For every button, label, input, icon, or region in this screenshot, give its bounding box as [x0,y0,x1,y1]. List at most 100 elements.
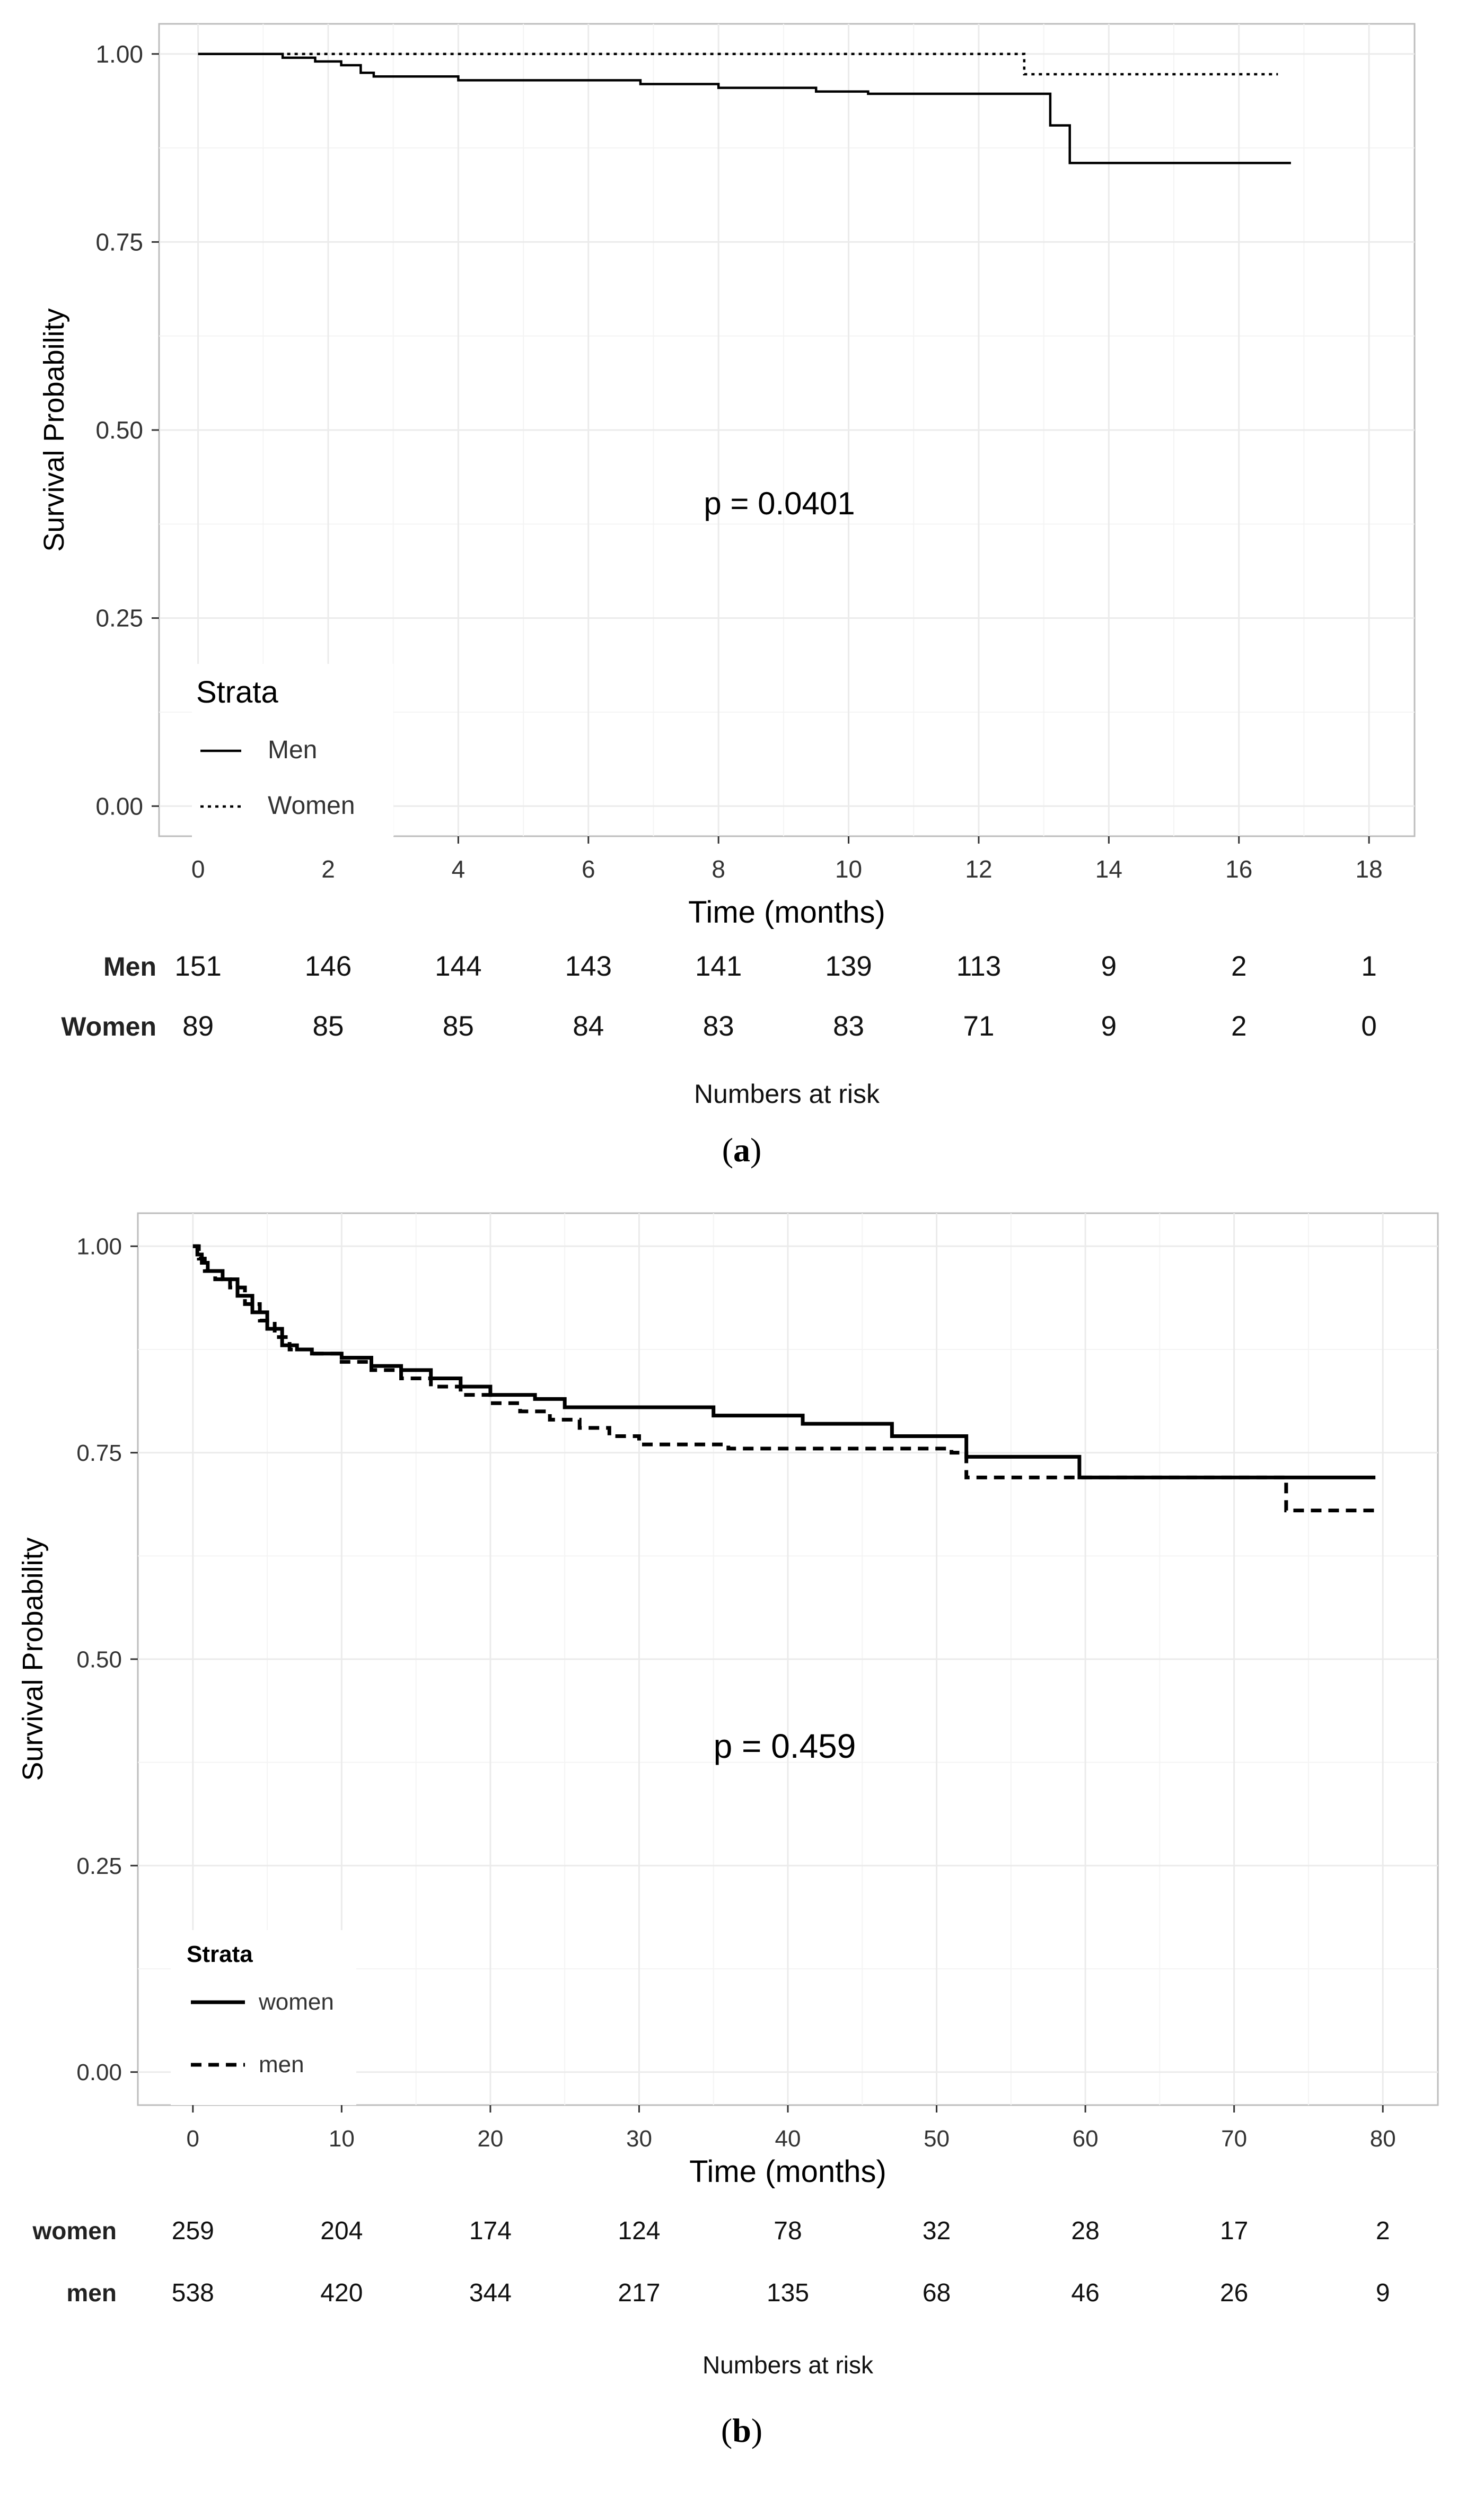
risk-table-cell: 144 [435,951,481,982]
p-value-annotation: p = 0.459 [714,1727,856,1765]
risk-table-cell: 71 [963,1011,994,1042]
x-tick-label: 18 [1356,855,1383,883]
risk-table-cell: 2 [1376,2217,1390,2245]
y-tick-label: 0.50 [76,1646,122,1672]
x-axis-label: Time (months) [689,2154,886,2189]
x-tick-label: 16 [1225,855,1252,883]
x-tick-label: 14 [1095,855,1122,883]
risk-table-cell: 259 [172,2217,214,2245]
x-tick-label: 6 [582,855,595,883]
risk-table-cell: 83 [703,1011,734,1042]
risk-table-cell: 89 [182,1011,214,1042]
risk-table-cell: 344 [469,2279,512,2307]
risk-table-cell: 32 [923,2217,951,2245]
x-tick-label: 40 [775,2126,801,2152]
risk-table-cell: 17 [1220,2217,1248,2245]
series-line-women [192,1244,1376,1479]
series-lines [192,1244,1376,1513]
legend-title: Strata [187,1941,253,1967]
risk-table-title: Numbers at risk [703,2351,874,2379]
chart-panel-a: 0 2 4 6 8 10 12 14 16 180.000.250.500.751.00Time … [38,23,1416,1169]
risk-table-cell: 151 [174,951,221,982]
risk-row-label: men [66,2279,117,2307]
y-tick-label: 0.75 [95,228,143,256]
risk-table-cell: 28 [1071,2217,1099,2245]
axes: 0 2 4 6 8 10 12 14 16 18 0.00 0.25 0.50 0.75 1.00 Time … [38,40,1383,930]
x-tick-label: 12 [965,855,992,883]
risk-table-cell: 9 [1376,2279,1390,2307]
x-tick-label: 10 [835,855,862,883]
y-tick-label: 0.75 [76,1440,122,1466]
legend-label-men: Men [268,736,317,764]
y-tick-label: 0.00 [76,2059,122,2085]
risk-table-cell: 538 [172,2279,214,2307]
legend-label-men: men [259,2052,304,2078]
x-tick-label: 2 [321,855,335,883]
y-axis-label: Survival Probability [38,308,70,551]
risk-table-cell: 2 [1231,1011,1246,1042]
risk-table-cell: 139 [825,951,872,982]
risk-table-cell: 2 [1231,951,1246,982]
risk-table: Men 151 146 144 143 141 139 113 9 2 1 Women 89 85 85 84… [61,951,1376,1109]
series-line-men [198,52,1291,164]
legend: Strata Men Women [192,664,393,844]
risk-table-cell: 9 [1101,1011,1117,1042]
risk-table-cell: 217 [618,2279,660,2307]
risk-row-label: women [32,2217,117,2245]
x-tick-label: 80 [1370,2126,1396,2152]
y-tick-label: 1.00 [95,40,143,68]
risk-table-cell: 84 [573,1011,604,1042]
risk-table-cell: 68 [923,2279,951,2307]
risk-table-cell: 124 [618,2217,660,2245]
risk-table-title: Numbers at risk [694,1079,880,1109]
x-tick-label: 0 [187,2126,199,2152]
risk-table-cell: 420 [320,2279,363,2307]
risk-table-cell: 204 [320,2217,363,2245]
risk-table-cell: 174 [469,2217,512,2245]
risk-table-cell: 141 [695,951,742,982]
risk-table-cell: 1 [1361,951,1376,982]
x-tick-label: 8 [712,855,725,883]
series-line-women [198,52,1278,76]
risk-table-cell: 85 [313,1011,344,1042]
p-value-annotation: p = 0.0401 [704,486,855,521]
y-tick-label: 0.00 [95,792,143,820]
risk-table-cell: 78 [774,2217,802,2245]
legend-background [192,664,393,844]
chart-panel-b: 0 10 20 30 40 50 60 70 80 0.00 0.25 0.50 0.75 1.00 Tim… [17,1212,1439,2449]
risk-table-cell: 26 [1220,2279,1248,2307]
axes: 0 10 20 30 40 50 60 70 80 0.00 0.25 0.50 0.75 1.00 Tim… [17,1234,1396,2189]
risk-table-cell: 143 [565,951,612,982]
y-tick-label: 0.50 [95,416,143,444]
panel-label: (a) [722,1131,762,1169]
x-tick-label: 70 [1221,2126,1247,2152]
legend-label-women: women [258,1989,334,2015]
risk-table-cell: 9 [1101,951,1117,982]
risk-row-label: Men [103,952,156,981]
panel-label: (b) [721,2412,762,2449]
y-tick-label: 1.00 [76,1234,122,1260]
x-tick-label: 4 [452,855,466,883]
risk-table-cell: 0 [1361,1011,1376,1042]
series-lines [198,52,1291,164]
risk-row-label: Women [61,1012,156,1041]
x-tick-label: 20 [477,2126,503,2152]
x-tick-label: 60 [1073,2126,1099,2152]
x-tick-label: 50 [924,2126,950,2152]
x-tick-label: 10 [329,2126,355,2152]
risk-table-cell: 85 [443,1011,474,1042]
y-tick-label: 0.25 [76,1853,122,1879]
risk-table: women 259 204 174 124 78 32 28 17 2 men 538 420 344 21… [32,2217,1390,2379]
risk-table-cell: 113 [956,951,1002,982]
legend-title: Strata [196,675,278,709]
x-axis-label: Time (months) [688,895,885,930]
series-line-men [192,1244,1376,1513]
y-axis-label: Survival Probability [17,1537,49,1781]
legend-background [171,1930,356,2105]
risk-table-cell: 83 [833,1011,864,1042]
y-tick-label: 0.25 [95,604,143,632]
x-tick-label: 30 [626,2126,652,2152]
x-tick-label: 0 [191,855,205,883]
